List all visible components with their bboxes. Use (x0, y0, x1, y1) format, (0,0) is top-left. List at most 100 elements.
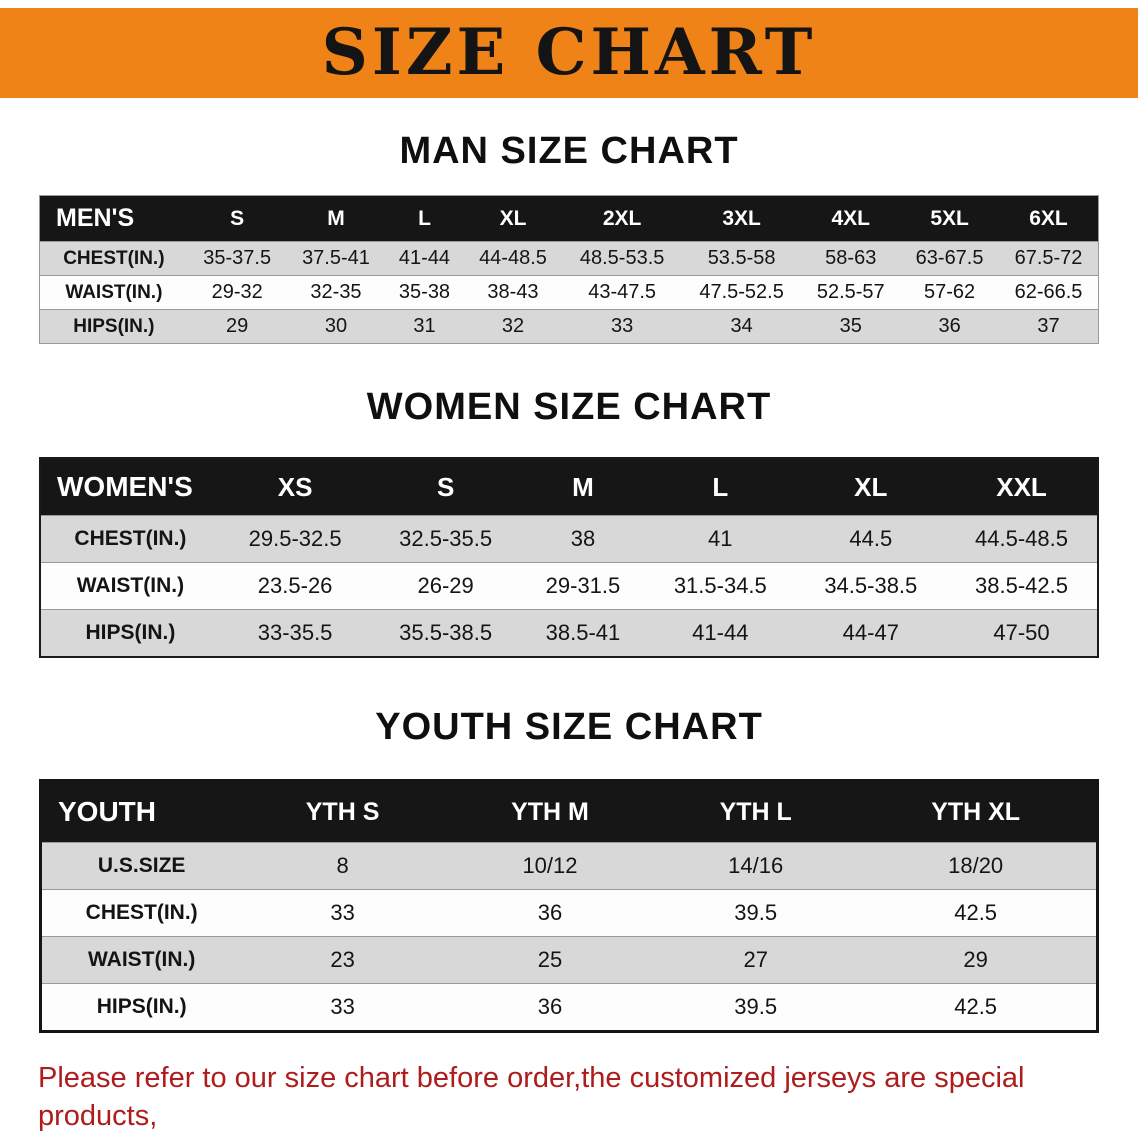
table-row: CHEST(IN.) 35-37.5 37.5-41 41-44 44-48.5 48.5… (39, 241, 1099, 276)
size-column-header: XXL (946, 458, 1098, 516)
man-size-table: MEN'S S M L XL 2XL 3XL 4XL 5XL 6XL CHEST(IN.) 35-37… (39, 195, 1099, 344)
value-cell: 47-50 (946, 609, 1098, 657)
value-cell: 29 (187, 309, 287, 344)
value-cell: 10/12 (443, 842, 657, 890)
size-column-header: XL (795, 458, 947, 516)
value-cell: 33-35.5 (219, 609, 371, 657)
value-cell: 62-66.5 (999, 275, 1099, 310)
size-column-header: YTH S (241, 780, 444, 843)
size-column-header: XL (463, 195, 563, 242)
value-cell: 44.5 (795, 515, 947, 563)
value-cell: 32.5-35.5 (370, 515, 521, 563)
value-cell: 8 (241, 842, 444, 890)
value-cell: 32 (463, 309, 563, 344)
value-cell: 29-32 (187, 275, 287, 310)
value-cell: 29 (855, 936, 1098, 984)
value-cell: 32-35 (286, 275, 386, 310)
value-cell: 39.5 (656, 889, 856, 937)
value-cell: 67.5-72 (999, 241, 1099, 276)
man-size-section: MAN SIZE CHART MEN'S S M L XL 2XL 3XL 4XL 5XL 6XL… (0, 130, 1138, 344)
row-label-cell: HIPS(IN.) (40, 609, 220, 657)
value-cell: 44-48.5 (463, 241, 563, 276)
value-cell: 58-63 (801, 241, 901, 276)
value-cell: 36 (443, 983, 657, 1032)
size-column-header: 5XL (900, 195, 999, 242)
value-cell: 14/16 (656, 842, 856, 890)
value-cell: 27 (656, 936, 856, 984)
table-row: WAIST(IN.) 29-32 32-35 35-38 38-43 43-47.5 47.… (39, 275, 1099, 310)
row-label-cell: CHEST(IN.) (39, 241, 188, 276)
row-label-cell: CHEST(IN.) (40, 515, 220, 563)
table-header-row: YOUTH YTH S YTH M YTH L YTH XL (40, 780, 1098, 843)
table-row: WAIST(IN.) 23.5-26 26-29 29-31.5 31.5-34.5 34… (40, 562, 1098, 610)
table-row: HIPS(IN.) 29 30 31 32 33 34 35 36 37 (39, 309, 1099, 344)
value-cell: 25 (443, 936, 657, 984)
value-cell: 29-31.5 (520, 562, 646, 610)
disclaimer-line-1: Please refer to our size chart before or… (38, 1062, 1025, 1132)
value-cell: 52.5-57 (801, 275, 901, 310)
value-cell: 38.5-42.5 (946, 562, 1098, 610)
value-cell: 31 (385, 309, 464, 344)
table-title-cell: YOUTH (40, 780, 242, 843)
man-section-heading: MAN SIZE CHART (399, 130, 739, 172)
table-title-cell: MEN'S (39, 195, 188, 242)
table-head: WOMEN'S XS S M L XL XXL (40, 458, 1098, 516)
value-cell: 33 (241, 983, 444, 1032)
size-column-header: S (187, 195, 287, 242)
value-cell: 29.5-32.5 (219, 515, 371, 563)
table-row: U.S.SIZE 8 10/12 14/16 18/20 (40, 842, 1098, 890)
table-header-row: WOMEN'S XS S M L XL XXL (40, 458, 1098, 516)
youth-section-heading: YOUTH SIZE CHART (375, 706, 763, 748)
size-column-header: YTH M (443, 780, 657, 843)
table-row: CHEST(IN.) 29.5-32.5 32.5-35.5 38 41 44.5 44.5… (40, 515, 1098, 563)
value-cell: 33 (562, 309, 682, 344)
row-label-cell: HIPS(IN.) (40, 983, 242, 1032)
value-cell: 47.5-52.5 (681, 275, 802, 310)
value-cell: 23 (241, 936, 444, 984)
value-cell: 41-44 (385, 241, 464, 276)
value-cell: 31.5-34.5 (645, 562, 796, 610)
value-cell: 42.5 (855, 983, 1098, 1032)
value-cell: 18/20 (855, 842, 1098, 890)
women-size-section: WOMEN SIZE CHART WOMEN'S XS S M L XL XXL CHEST(… (0, 386, 1138, 658)
value-cell: 38-43 (463, 275, 563, 310)
size-column-header: S (370, 458, 521, 516)
table-row: HIPS(IN.) 33 36 39.5 42.5 (40, 983, 1098, 1032)
value-cell: 43-47.5 (562, 275, 682, 310)
row-label-cell: WAIST(IN.) (40, 936, 242, 984)
youth-size-section: YOUTH SIZE CHART YOUTH YTH S YTH M YTH L YTH… (0, 706, 1138, 1033)
size-column-header: 2XL (562, 195, 682, 242)
value-cell: 26-29 (370, 562, 521, 610)
table-row: CHEST(IN.) 33 36 39.5 42.5 (40, 889, 1098, 937)
value-cell: 41 (645, 515, 796, 563)
size-column-header: 6XL (999, 195, 1099, 242)
table-body: CHEST(IN.) 29.5-32.5 32.5-35.5 38 41 44.5 44.5… (40, 515, 1098, 657)
value-cell: 63-67.5 (900, 241, 999, 276)
table-body: U.S.SIZE 8 10/12 14/16 18/20 CHEST(IN.) 33 36 39… (40, 842, 1098, 1032)
size-column-header: M (286, 195, 386, 242)
women-size-table: WOMEN'S XS S M L XL XXL CHEST(IN.) 29.5-32.5 32.5… (39, 457, 1099, 658)
value-cell: 37.5-41 (286, 241, 386, 276)
size-column-header: YTH L (656, 780, 856, 843)
size-column-header: YTH XL (855, 780, 1098, 843)
table-header-row: MEN'S S M L XL 2XL 3XL 4XL 5XL 6XL (39, 195, 1099, 242)
value-cell: 41-44 (645, 609, 796, 657)
size-column-header: L (645, 458, 796, 516)
row-label-cell: CHEST(IN.) (40, 889, 242, 937)
size-column-header: L (385, 195, 464, 242)
value-cell: 53.5-58 (681, 241, 802, 276)
value-cell: 44.5-48.5 (946, 515, 1098, 563)
youth-size-table: YOUTH YTH S YTH M YTH L YTH XL U.S.SIZE 8 10/12… (39, 779, 1099, 1033)
value-cell: 37 (999, 309, 1099, 344)
footer-disclaimer: Please refer to our size chart before or… (38, 1059, 1100, 1132)
value-cell: 42.5 (855, 889, 1098, 937)
table-row: HIPS(IN.) 33-35.5 35.5-38.5 38.5-41 41-44 44-… (40, 609, 1098, 657)
value-cell: 36 (443, 889, 657, 937)
row-label-cell: WAIST(IN.) (39, 275, 188, 310)
value-cell: 35 (801, 309, 901, 344)
value-cell: 44-47 (795, 609, 947, 657)
women-section-heading: WOMEN SIZE CHART (366, 386, 772, 428)
value-cell: 35.5-38.5 (370, 609, 521, 657)
size-column-header: 3XL (681, 195, 802, 242)
